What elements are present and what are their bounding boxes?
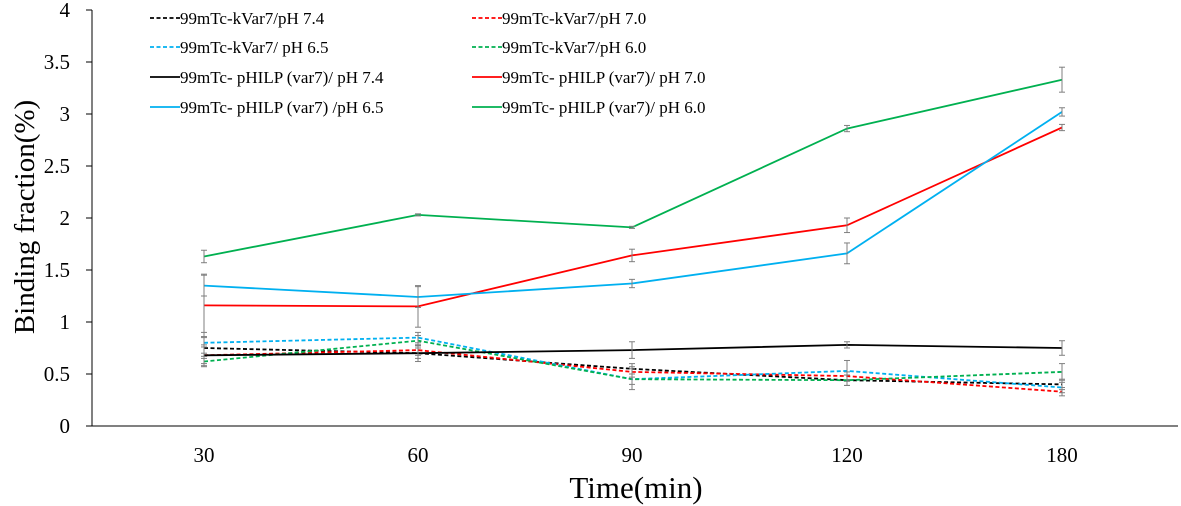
legend-item: 99mTc-kVar7/pH 7.4 bbox=[150, 9, 325, 28]
x-tick-label: 120 bbox=[831, 443, 863, 467]
legend-item: 99mTc-kVar7/pH 7.0 bbox=[472, 9, 646, 28]
series-8 bbox=[201, 66, 1065, 264]
y-tick-label: 0.5 bbox=[44, 362, 70, 386]
x-tick-label: 180 bbox=[1046, 443, 1078, 467]
y-tick-label: 3.5 bbox=[44, 50, 70, 74]
series-line bbox=[203, 343, 1063, 357]
series-5 bbox=[201, 340, 1065, 367]
y-tick-label: 3 bbox=[60, 102, 71, 126]
legend-item: 99mTc-kVar7/pH 6.0 bbox=[472, 38, 646, 57]
y-tick-label: 0 bbox=[60, 414, 71, 438]
x-tick-label: 60 bbox=[408, 443, 429, 467]
series-6 bbox=[201, 123, 1065, 338]
y-axis-title: Binding fraction(%) bbox=[9, 100, 41, 334]
legend-item: 99mTc-kVar7/ pH 6.5 bbox=[150, 38, 328, 57]
series-layer bbox=[201, 66, 1065, 397]
legend-label: 99mTc-kVar7/pH 7.4 bbox=[180, 9, 325, 28]
legend-label: 99mTc- pHILP (var7)/ pH 7.4 bbox=[180, 68, 384, 87]
series-4 bbox=[201, 335, 1065, 386]
legend-item: 99mTc- pHILP (var7) /pH 6.5 bbox=[150, 98, 384, 117]
series-line bbox=[203, 349, 1063, 393]
legend: 99mTc-kVar7/pH 7.4 99mTc-kVar7/pH 7.0 99mT… bbox=[150, 9, 706, 117]
legend-label: 99mTc-kVar7/pH 6.0 bbox=[502, 38, 646, 57]
series-2 bbox=[201, 344, 1065, 397]
series-line bbox=[203, 111, 1063, 298]
legend-label: 99mTc- pHILP (var7) /pH 6.5 bbox=[180, 98, 384, 117]
axes: 0 0.5 1 1.5 2 2.5 3 3.5 4 30 60 90 120 180 bbox=[44, 0, 1178, 467]
legend-label: 99mTc- pHILP (var7)/ pH 6.0 bbox=[502, 98, 706, 117]
y-tick-label: 1 bbox=[60, 310, 71, 334]
series-7 bbox=[201, 107, 1065, 308]
legend-label: 99mTc-kVar7/ pH 6.5 bbox=[180, 38, 328, 57]
legend-label: 99mTc-kVar7/pH 7.0 bbox=[502, 9, 646, 28]
series-line bbox=[203, 336, 1063, 389]
y-tick-label: 2 bbox=[60, 206, 71, 230]
x-axis-title: Time(min) bbox=[569, 470, 702, 505]
legend-item: 99mTc- pHILP (var7)/ pH 7.4 bbox=[150, 68, 384, 87]
x-tick-label: 90 bbox=[622, 443, 643, 467]
y-tick-label: 1.5 bbox=[44, 258, 70, 282]
legend-item: 99mTc- pHILP (var7)/ pH 6.0 bbox=[472, 98, 706, 117]
x-tick-label: 30 bbox=[194, 443, 215, 467]
legend-item: 99mTc- pHILP (var7)/ pH 7.0 bbox=[472, 68, 706, 87]
y-tick-label: 2.5 bbox=[44, 154, 70, 178]
y-tick-label: 4 bbox=[60, 0, 71, 22]
legend-label: 99mTc- pHILP (var7)/ pH 7.0 bbox=[502, 68, 706, 87]
